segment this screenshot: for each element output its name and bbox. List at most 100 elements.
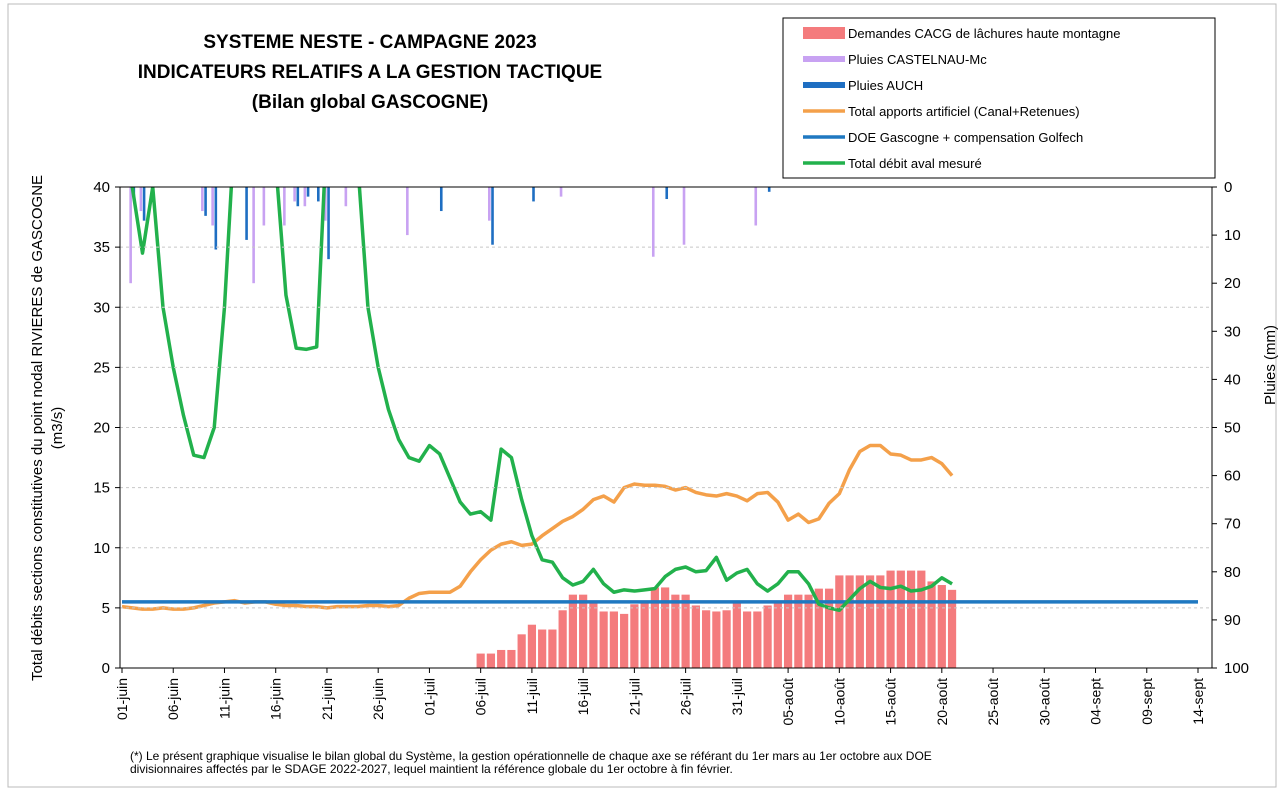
x-tick-label: 16-juin <box>268 678 284 720</box>
y-tick-label: 15 <box>93 480 110 497</box>
rain-bar <box>201 187 204 212</box>
bar <box>507 649 516 668</box>
legend-swatch <box>803 27 845 39</box>
rain-bar <box>488 187 491 221</box>
rain-bar <box>303 187 307 207</box>
legend-label: Pluies CASTELNAU-Mc <box>848 52 987 67</box>
rain-bar <box>651 187 655 257</box>
x-tick-label: 10-août <box>831 678 847 726</box>
y2-tick-label: 10 <box>1224 227 1241 244</box>
y2-tick-label: 80 <box>1224 564 1241 581</box>
legend-label: Pluies AUCH <box>848 78 923 93</box>
bar <box>824 588 834 668</box>
bar <box>640 600 649 668</box>
bar <box>845 575 854 668</box>
rain-bar <box>439 187 443 212</box>
rain-bar <box>406 187 409 236</box>
y2-tick-label: 50 <box>1224 420 1241 437</box>
x-tick-label: 26-juil <box>678 678 694 715</box>
bar <box>517 634 526 668</box>
rain-bar <box>317 187 320 202</box>
x-tick-label: 30-août <box>1036 678 1052 726</box>
y2-tick-label: 0 <box>1224 179 1232 196</box>
legend-label: DOE Gascogne + compensation Golfech <box>848 130 1083 145</box>
bar <box>486 653 496 668</box>
y-tick-label: 35 <box>93 239 110 256</box>
bar <box>599 611 608 668</box>
legend-label: Demandes CACG de lâchures haute montagne <box>848 26 1120 41</box>
bar <box>579 594 588 668</box>
y2-axis-label: Pluies (mm) <box>1262 325 1279 405</box>
x-tick-label: 16-juil <box>575 678 591 715</box>
bar <box>753 611 762 668</box>
line <box>130 187 953 613</box>
bar <box>814 588 823 668</box>
rain-bar <box>324 187 327 221</box>
bar <box>804 594 813 668</box>
x-tick-label: 09-sept <box>1139 678 1155 725</box>
x-tick-label: 25-août <box>985 678 1001 726</box>
bar <box>620 613 629 668</box>
rain-bar <box>142 187 146 221</box>
bar <box>681 594 690 668</box>
bar <box>702 610 711 668</box>
y2-tick-label: 20 <box>1224 275 1241 292</box>
bar <box>855 575 864 668</box>
legend-label: Total débit aval mesuré <box>848 156 982 171</box>
bar <box>650 587 659 668</box>
rain-bar <box>204 187 207 216</box>
frame <box>7 3 1277 788</box>
bar <box>947 589 957 668</box>
y2-tick-label: 100 <box>1224 660 1249 677</box>
bar <box>896 570 905 668</box>
line <box>121 443 954 611</box>
bar <box>568 594 577 668</box>
x-tick-label: 01-juin <box>114 678 130 720</box>
rain-bar <box>767 187 771 192</box>
bar <box>661 587 670 668</box>
bar <box>476 653 485 668</box>
bar <box>497 649 506 668</box>
rain-bar <box>211 187 214 226</box>
bar <box>609 611 618 668</box>
rain-bar <box>139 187 143 212</box>
legend-swatch <box>803 56 845 62</box>
y-tick-label: 30 <box>93 299 110 316</box>
bar <box>743 611 752 668</box>
legend-swatch <box>803 82 845 88</box>
bar <box>527 624 537 668</box>
y-tick-label: 5 <box>102 600 110 617</box>
bar <box>722 610 731 668</box>
y-tick-label: 40 <box>93 179 110 196</box>
x-tick-label: 14-sept <box>1190 678 1206 725</box>
x-tick-label: 31-juil <box>729 678 745 715</box>
y2-tick-label: 40 <box>1224 371 1241 388</box>
x-tick-label: 26-juin <box>370 678 386 720</box>
bar <box>783 594 793 668</box>
y-tick-label: 10 <box>93 540 110 557</box>
rain-bar <box>754 187 758 226</box>
bar <box>538 629 547 668</box>
y2-tick-label: 60 <box>1224 468 1241 485</box>
y-tick-label: 0 <box>102 660 110 677</box>
bar <box>630 604 639 668</box>
bar <box>794 594 803 668</box>
chart-title: (Bilan global GASCOGNE) <box>252 92 488 113</box>
rain-bar <box>306 187 310 197</box>
bar <box>712 611 721 668</box>
x-tick-label: 06-juil <box>473 678 489 715</box>
bar <box>671 594 680 668</box>
x-tick-label: 06-juin <box>165 678 181 720</box>
bar <box>937 585 946 668</box>
x-tick-label: 20-août <box>934 678 950 726</box>
y2-tick-label: 90 <box>1224 612 1241 629</box>
rain-bar <box>262 187 266 226</box>
bar <box>886 570 895 668</box>
rain-bar <box>344 187 348 207</box>
x-tick-label: 04-sept <box>1088 678 1104 725</box>
x-tick-label: 21-juil <box>626 678 642 715</box>
rain-bar <box>129 187 132 284</box>
bar <box>876 575 885 668</box>
rain-bar <box>283 187 286 226</box>
